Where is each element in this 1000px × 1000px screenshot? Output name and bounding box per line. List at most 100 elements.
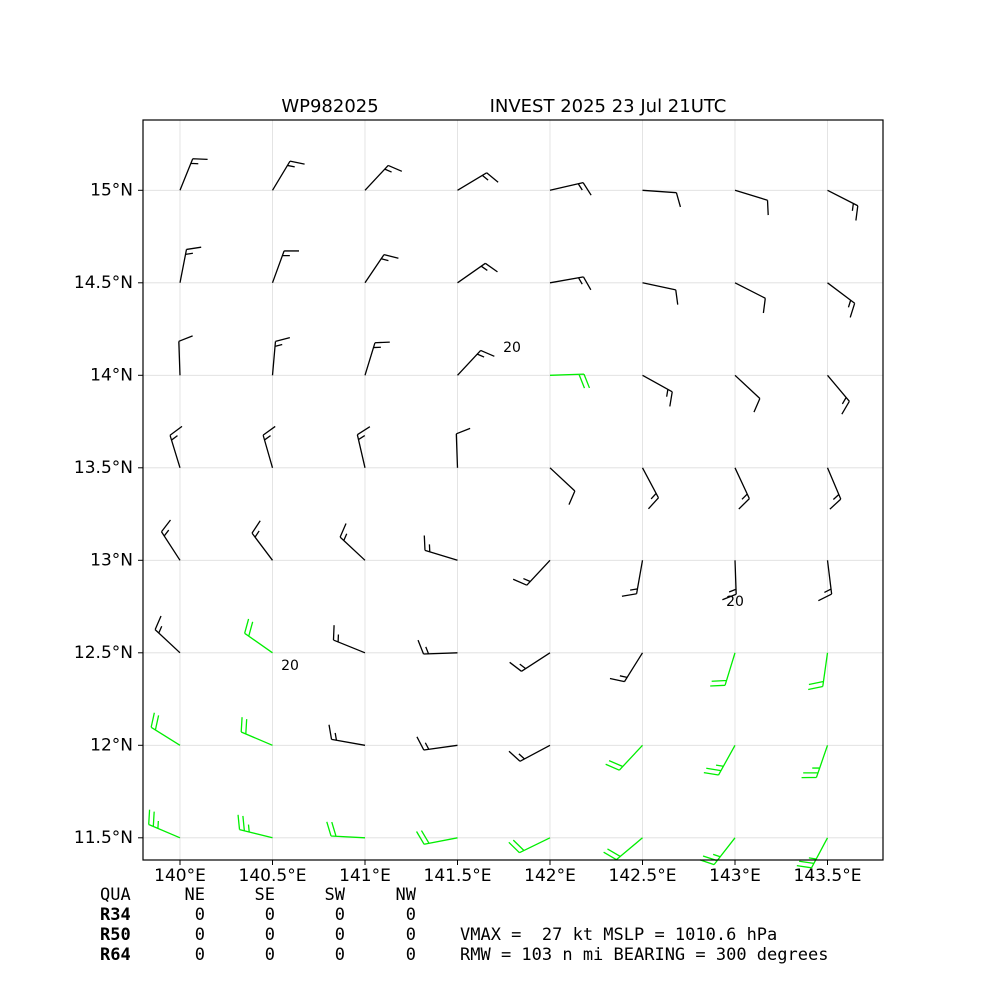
x-tick-label: 143.5°E	[794, 866, 862, 886]
table-cell: NE	[185, 885, 205, 905]
wind-barb	[339, 523, 366, 561]
wind-barb	[262, 425, 276, 468]
table-cell: 0	[335, 925, 345, 945]
table-cell: 0	[406, 945, 416, 965]
wind-barb	[549, 467, 576, 505]
wind-barb	[179, 246, 202, 283]
plot-area: 20 20 20	[143, 120, 883, 869]
wind-barb	[364, 253, 399, 284]
wind-barb	[710, 652, 736, 687]
y-tick-label: 11.5°N	[74, 828, 133, 848]
wind-barb	[734, 189, 769, 216]
y-tick-label: 13.5°N	[74, 458, 133, 478]
wind-barb	[609, 652, 644, 683]
x-tick-label: 140°E	[154, 866, 206, 886]
wind-barb	[237, 814, 273, 839]
wind-barb	[271, 250, 299, 284]
table-cell: SE	[255, 885, 275, 905]
wind-barb	[169, 425, 183, 468]
summary-line: RMW = 103 n mi BEARING = 300 degrees	[460, 945, 828, 965]
wind-barb	[457, 262, 498, 284]
wind-barb	[603, 837, 643, 861]
wind-barb	[621, 560, 644, 597]
wind-barb	[148, 809, 181, 839]
wind-barb	[150, 712, 181, 746]
wind-barb	[251, 520, 274, 561]
wind-barb	[356, 426, 371, 468]
wind-barb	[179, 158, 208, 191]
wind-barb	[818, 560, 833, 602]
table-cell: R50	[100, 925, 131, 945]
wind-barb	[512, 559, 551, 586]
wind-barb	[417, 639, 458, 655]
wind-barb	[796, 837, 829, 869]
wind-barb	[244, 618, 273, 654]
y-tick-label: 12.5°N	[74, 643, 133, 663]
table-cell: 0	[406, 905, 416, 925]
wind-barb	[605, 744, 643, 771]
table-cell: NW	[396, 885, 417, 905]
wind-barb	[160, 519, 181, 561]
x-tick-label: 140.5°E	[239, 866, 307, 886]
table-cell: 0	[265, 925, 275, 945]
wind-barb	[703, 744, 736, 776]
wind-barb	[328, 724, 366, 746]
table-cell: QUA	[100, 885, 131, 905]
y-tick-label: 12°N	[90, 735, 133, 755]
x-tick-label: 142.5°E	[609, 866, 677, 886]
table-cell: 0	[265, 945, 275, 965]
table-cell: SW	[325, 885, 346, 905]
table-cell: 0	[335, 905, 345, 925]
x-tick-label: 141.5°E	[424, 866, 492, 886]
contour-label: 20	[281, 658, 299, 674]
wind-barb	[509, 652, 551, 672]
wind-barb	[827, 282, 856, 318]
table-cell: 0	[195, 925, 205, 945]
y-tick-label: 14°N	[90, 365, 133, 385]
wind-barb	[722, 560, 737, 601]
y-tick-label: 13°N	[90, 550, 133, 570]
wind-barb	[416, 736, 458, 751]
wind-barb	[178, 335, 193, 376]
title-left: WP982025	[281, 96, 378, 117]
table-cell: 0	[406, 925, 416, 945]
wind-barb	[332, 625, 366, 654]
wind-barb	[326, 821, 366, 839]
wind-barb	[734, 282, 766, 314]
wind-barb	[699, 837, 736, 866]
table-cell: 0	[265, 905, 275, 925]
wind-barb	[364, 164, 403, 191]
x-tick-label: 142°E	[524, 866, 576, 886]
wind-barb	[271, 160, 305, 191]
table-cell: R34	[100, 905, 131, 925]
wind-barb	[808, 652, 829, 691]
wind-barb	[642, 374, 673, 407]
wind-barb	[827, 374, 850, 415]
x-tick-label: 141°E	[339, 866, 391, 886]
summary-line: VMAX = 27 kt MSLP = 1010.6 hPa	[460, 925, 777, 945]
y-tick-label: 15°N	[90, 180, 133, 200]
wind-barb	[801, 745, 829, 779]
wind-barb	[457, 172, 499, 191]
table-cell: 0	[195, 945, 205, 965]
wind-barb	[826, 467, 842, 510]
wind-barb	[508, 744, 551, 762]
wind-barb	[455, 427, 471, 468]
wind-barb	[154, 615, 181, 654]
wind-barb	[642, 282, 679, 305]
x-tick-label: 143°E	[709, 866, 761, 886]
wind-barb	[641, 467, 660, 510]
wind-barb	[734, 467, 750, 510]
wind-barb	[415, 830, 458, 845]
table-cell: R64	[100, 945, 131, 965]
wind-barb	[827, 189, 859, 221]
contour-label: 20	[503, 340, 521, 356]
wind-barb	[549, 276, 592, 291]
table-cell: 0	[335, 945, 345, 965]
table-cell: 0	[195, 905, 205, 925]
wind-barb	[240, 717, 273, 746]
wind-barb	[364, 341, 390, 376]
